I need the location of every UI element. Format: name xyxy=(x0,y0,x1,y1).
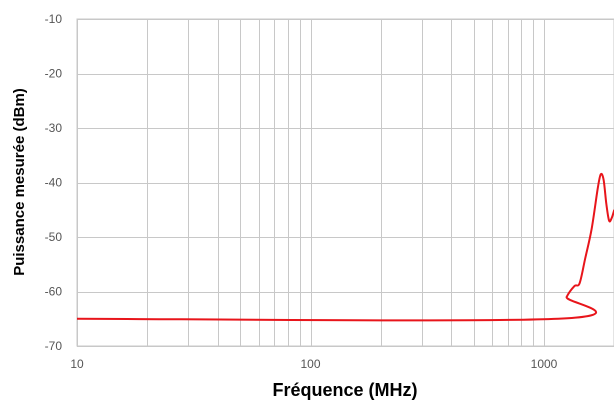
plot-area xyxy=(76,18,614,347)
y-tick-label: -50 xyxy=(45,230,63,244)
y-tick-label: -10 xyxy=(45,12,63,26)
y-axis-ticks: -10 -20 -30 -40 -50 -60 -70 xyxy=(45,12,63,353)
y-tick-label: -60 xyxy=(45,285,63,299)
x-tick-label: 100 xyxy=(300,357,320,371)
x-axis-ticks: 10 100 1000 xyxy=(70,357,557,371)
x-axis-title: Fréquence (MHz) xyxy=(272,380,417,400)
y-tick-label: -40 xyxy=(45,176,63,190)
x-tick-label: 1000 xyxy=(531,357,558,371)
y-axis-title: Puissance mesurée (dBm) xyxy=(11,88,28,276)
series-line xyxy=(77,172,614,322)
series-layer xyxy=(77,172,614,322)
y-tick-label: -70 xyxy=(45,339,63,353)
plot-background xyxy=(76,18,614,347)
grid-lines xyxy=(77,19,614,347)
y-tick-label: -20 xyxy=(45,67,63,81)
x-tick-label: 10 xyxy=(70,357,84,371)
y-tick-label: -30 xyxy=(45,121,63,135)
